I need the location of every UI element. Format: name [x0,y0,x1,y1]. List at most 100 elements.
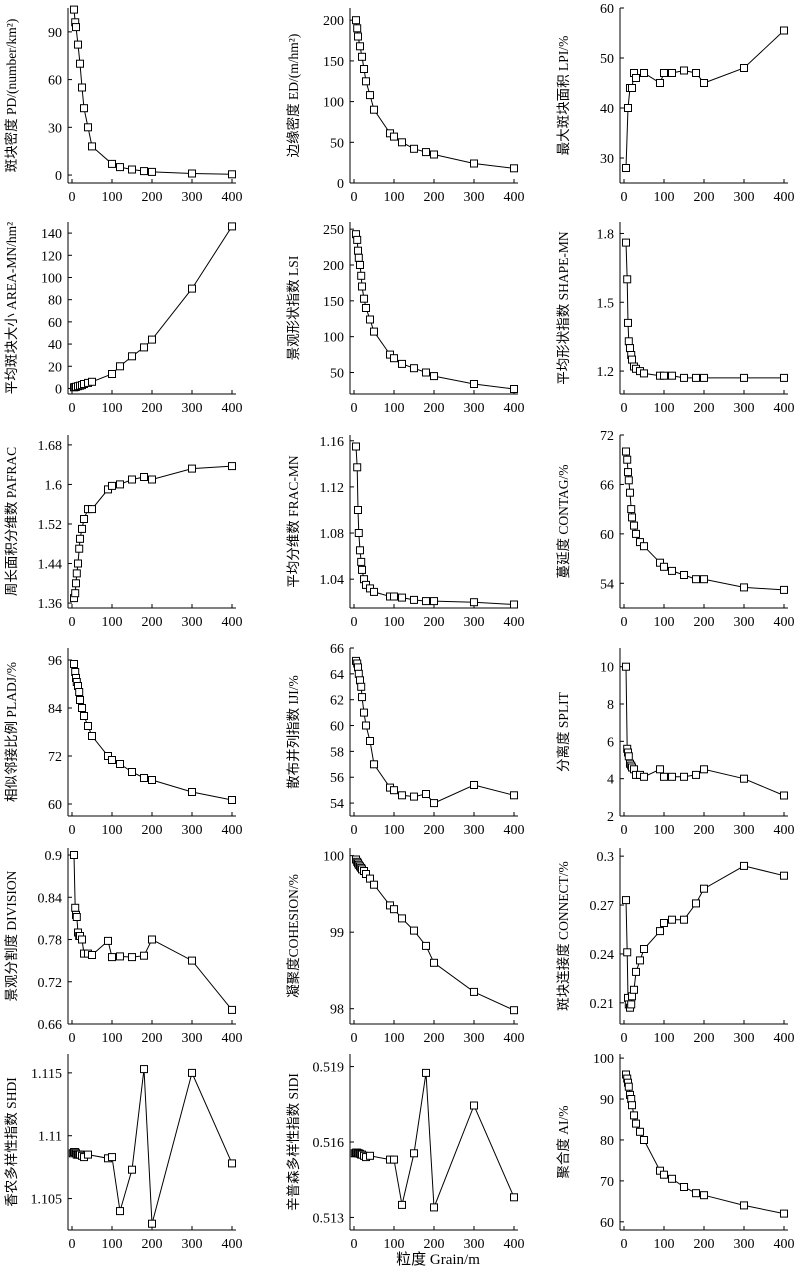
y-tick-label: 0.66 [38,1018,63,1033]
data-point [354,32,362,41]
data-point [360,294,368,303]
data-point [680,1183,688,1191]
data-point [140,774,148,782]
data-point [510,385,518,393]
y-tick-label: 90 [48,26,62,41]
data-point [78,935,86,944]
data-point [422,790,430,798]
data-point [668,1174,676,1183]
data-point [470,1101,478,1110]
data-point [700,765,708,774]
data-point [410,144,418,153]
y-tick-label: 0.513 [313,1211,345,1226]
x-tick-label: 400 [222,615,243,630]
data-point [430,958,438,967]
x-tick-label: 400 [774,1237,795,1252]
y-tick-label: 1.105 [31,1193,63,1208]
data-point [628,355,636,364]
x-tick-label: 100 [102,1237,123,1252]
y-tick-label: 0.84 [38,891,63,906]
y-tick-label: 1.52 [38,518,63,533]
data-point [622,238,630,247]
x-tick-label: 400 [222,401,243,416]
data-point [398,791,406,800]
y-axis-label: 平均形状指数 SHAPE-MN [556,231,571,385]
data-point [430,597,438,606]
data-point [75,544,84,553]
x-tick-label: 300 [734,823,755,838]
data-point [358,52,366,61]
data-point [358,565,366,574]
y-tick-label: 1.115 [31,1067,62,1082]
y-tick-label: 20 [48,360,62,375]
y-tick-label: 100 [323,850,344,865]
y-axis-label: 散布并列指数 IJI/% [286,675,301,789]
x-axis-label: 粒度 Grain/m [396,1251,480,1268]
data-point [390,132,398,141]
data-point [148,475,156,484]
data-point [116,163,124,172]
y-tick-label: 100 [323,331,344,346]
x-tick-label: 100 [654,401,675,416]
y-tick-label: 54 [330,797,344,812]
data-point [128,165,136,174]
data-point [510,1193,518,1202]
data-point [188,788,196,796]
data-point [628,1101,636,1110]
data-point [668,772,676,781]
data-point [780,791,788,800]
x-tick-label: 200 [142,615,163,630]
y-axis-label: 相似邻接比例 PLADJ/% [3,662,19,802]
data-point [390,592,398,601]
data-point [366,1151,374,1160]
data-point [108,481,116,490]
y-tick-label: 30 [48,121,62,136]
data-point [622,447,630,456]
x-tick-label: 300 [464,1031,485,1046]
data-point [108,756,116,764]
y-tick-label: 100 [593,1052,614,1067]
data-point [660,772,668,781]
data-point [354,253,363,262]
x-tick-label: 0 [69,190,76,205]
y-tick-label: 150 [323,55,344,70]
data-point [636,956,644,965]
data-point [366,91,374,100]
data-point [84,1150,92,1159]
data-point [140,343,148,352]
data-point [740,583,748,592]
data-point [470,598,478,607]
data-point [104,936,112,945]
y-tick-label: 0.9 [45,849,63,864]
data-point [624,337,633,346]
y-tick-label: 6 [607,735,614,750]
chart-panel-8: 1.04 1.08 1.12 1.16 0 100 200 300 400 平均分维数 FRAC-… [286,435,525,630]
x-tick-label: 400 [774,1031,795,1046]
data-point [352,442,360,451]
x-tick-label: 400 [774,401,795,416]
data-point [780,26,788,35]
y-tick-label: 1.2 [597,365,615,380]
data-point [188,284,196,293]
data-point [656,927,664,936]
data-point [88,951,96,959]
data-point [88,732,96,740]
data-point [366,315,374,324]
data-point [128,352,136,361]
data-point [370,327,378,336]
chart-panel-14: 98 99 100 0 100 200 300 400 凝聚度COHESION/% [286,848,525,1046]
data-point [422,148,430,157]
x-tick-label: 0 [69,615,76,630]
data-point [470,159,478,168]
x-tick-label: 400 [774,615,795,630]
data-point [88,505,96,514]
data-point [660,562,668,571]
data-point [668,69,676,77]
chart-panel-7: 1.36 1.44 1.52 1.6 1.68 0 100 200 300 400 周长面积分维数 … [4,435,243,630]
data-point [422,941,430,950]
data-point [680,772,688,781]
y-tick-label: 50 [330,136,344,151]
x-tick-label: 100 [102,615,123,630]
chart-panel-16: 1.105 1.11 1.115 0 100 200 300 400 香农多样性指数 SHDI [3,1054,243,1252]
data-point [228,462,236,471]
